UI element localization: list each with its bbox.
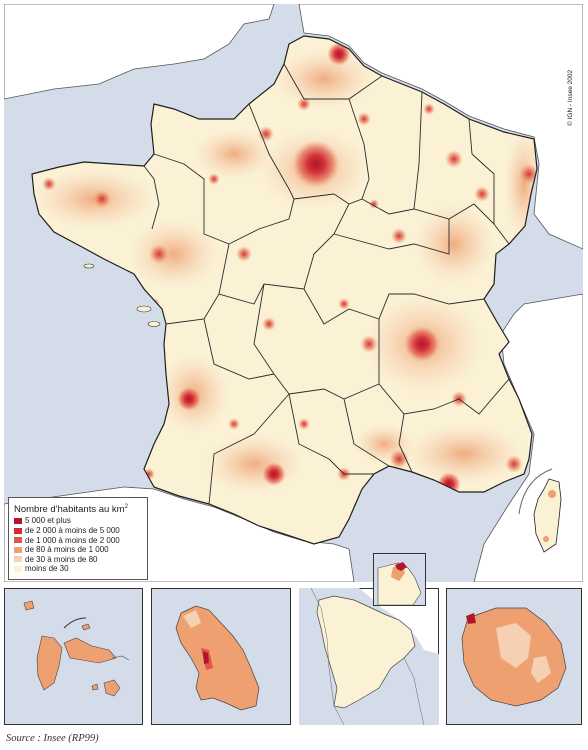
legend-title-text: Nombre d'habitants au km — [14, 504, 125, 516]
france-mainland — [32, 36, 537, 544]
legend-row: de 30 à moins de 80 — [14, 555, 142, 565]
source-caption: Source : Insee (RP99) — [6, 733, 99, 744]
legend-row: de 80 à moins de 1 000 — [14, 545, 142, 555]
sea-boundary-line — [518, 468, 553, 515]
legend-swatch — [14, 527, 22, 534]
legend-row: 5 000 et plus — [14, 516, 142, 526]
legend-label: de 30 à moins de 80 — [25, 554, 98, 564]
legend-swatch — [14, 556, 22, 563]
france-outline — [31, 35, 538, 545]
legend-title-superscript: 2 — [124, 504, 128, 510]
legend-swatch — [14, 546, 22, 553]
legend-label: de 2 000 à moins de 5 000 — [25, 526, 120, 536]
legend: Nombre d'habitants au km2 5 000 et plus … — [8, 497, 148, 580]
legend-swatch — [14, 565, 22, 572]
inset-guyane-map — [299, 588, 439, 725]
legend-title: Nombre d'habitants au km2 — [14, 501, 142, 516]
inset-guadeloupe-map — [4, 588, 143, 725]
atlantic-islands — [83, 263, 161, 327]
legend-row: de 1 000 à moins de 2 000 — [14, 535, 142, 545]
copyright-text: © IGN - Insee 2002 — [567, 69, 574, 126]
legend-row: de 2 000 à moins de 5 000 — [14, 526, 142, 536]
inset-reunion-map — [446, 588, 582, 725]
legend-label: moins de 30 — [25, 564, 69, 574]
legend-swatch — [14, 537, 22, 544]
legend-label: 5 000 et plus — [25, 516, 71, 526]
density-layer — [34, 42, 537, 496]
france-density-map — [4, 4, 583, 582]
inset-cayenne-detail — [373, 553, 426, 606]
legend-row: moins de 30 — [14, 564, 142, 574]
legend-label: de 80 à moins de 1 000 — [25, 545, 109, 555]
corsica — [533, 478, 562, 553]
inset-martinique-map — [151, 588, 291, 725]
region-boundaries — [143, 63, 510, 505]
legend-label: de 1 000 à moins de 2 000 — [25, 535, 120, 545]
legend-swatch — [14, 517, 22, 524]
